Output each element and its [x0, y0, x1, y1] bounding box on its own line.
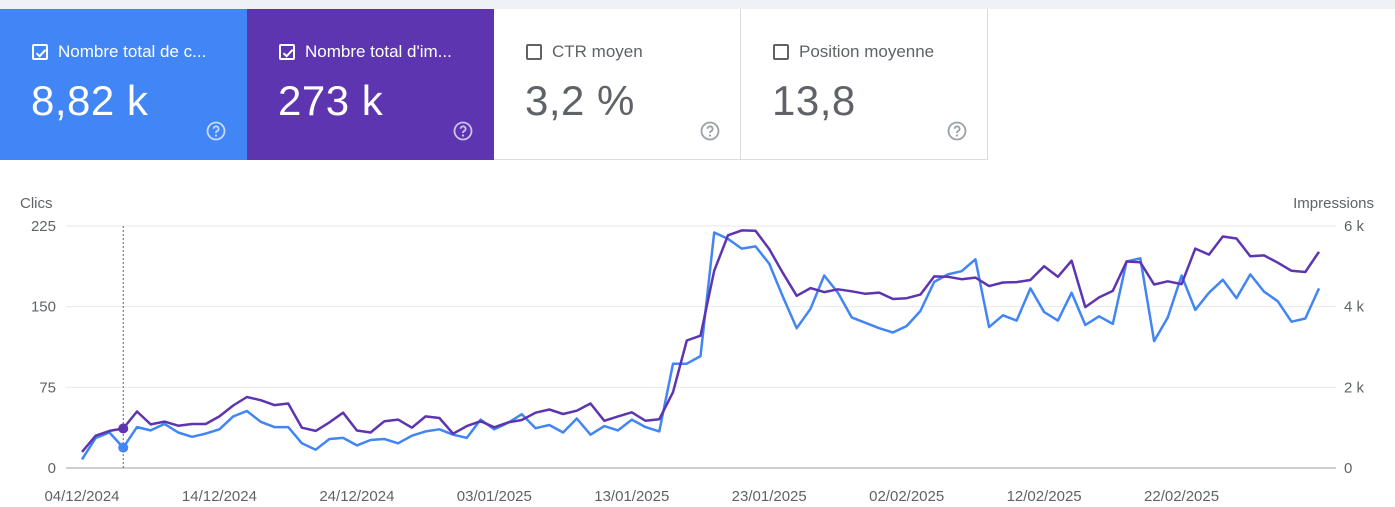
card-label: CTR moyen: [552, 42, 643, 61]
x-tick-label: 03/01/2025: [457, 488, 532, 502]
card-label: Nombre total d'im...: [305, 42, 452, 61]
right-tick-label: 2 k: [1344, 379, 1365, 396]
performance-chart[interactable]: Clics Impressions 225 150 75 0 6 k 4 k 2 k 0 0…: [0, 185, 1395, 505]
x-tick-label: 04/12/2024: [44, 488, 119, 502]
x-tick-label: 13/01/2025: [594, 488, 669, 502]
checkbox-checked-icon[interactable]: [279, 44, 295, 60]
impressions-line: [81, 229, 1321, 453]
card-label: Nombre total de c...: [58, 42, 207, 61]
chart-svg: Clics Impressions 225 150 75 0 6 k 4 k 2 k 0 0…: [20, 195, 1374, 505]
clicks-hover-point: [118, 442, 129, 453]
left-tick-label: 75: [39, 379, 56, 396]
right-axis-title: Impressions: [1293, 195, 1374, 212]
x-tick-label: 24/12/2024: [319, 488, 394, 502]
card-value: 273 k: [278, 77, 384, 124]
checkbox-checked-icon[interactable]: [32, 44, 48, 60]
checkbox-unchecked-icon[interactable]: [526, 44, 542, 60]
card-average-ctr[interactable]: CTR moyen 3,2 %: [494, 9, 741, 160]
card-average-position[interactable]: Position moyenne 13,8: [741, 9, 988, 160]
help-icon[interactable]: [206, 121, 226, 141]
card-total-impressions[interactable]: Nombre total d'im... 273 k: [247, 9, 494, 160]
card-value: 13,8: [772, 77, 856, 124]
metric-cards: Nombre total de c... 8,82 k Nombre total…: [0, 9, 988, 160]
help-icon[interactable]: [700, 121, 720, 141]
card-label: Position moyenne: [799, 42, 935, 61]
x-tick-labels: 04/12/2024 14/12/2024 24/12/2024 03/01/2025…: [44, 488, 1219, 505]
impressions-hover-point: [118, 423, 129, 434]
left-tick-label: 150: [31, 299, 56, 316]
card-value: 8,82 k: [31, 77, 149, 124]
x-tick-label: 23/01/2025: [732, 488, 807, 502]
clicks-line: [80, 231, 1321, 461]
right-tick-label: 0: [1344, 460, 1352, 477]
left-tick-label: 0: [48, 460, 56, 477]
right-tick-labels: 6 k 4 k 2 k 0: [1344, 218, 1365, 477]
right-tick-label: 6 k: [1344, 218, 1365, 235]
x-tick-label: 14/12/2024: [182, 488, 257, 502]
card-value: 3,2 %: [525, 77, 635, 124]
top-strip: [0, 0, 1395, 9]
x-tick-label: 22/02/2025: [1144, 488, 1219, 502]
help-icon[interactable]: [453, 121, 473, 141]
help-icon[interactable]: [947, 121, 967, 141]
card-total-clicks[interactable]: Nombre total de c... 8,82 k: [0, 9, 247, 160]
gridlines: [66, 225, 1336, 469]
x-tick-label: 12/02/2025: [1007, 488, 1082, 502]
checkbox-unchecked-icon[interactable]: [773, 44, 789, 60]
hover-points: [118, 423, 129, 453]
x-tick-label: 02/02/2025: [869, 488, 944, 502]
series-lines: [80, 229, 1321, 461]
left-axis-title: Clics: [20, 195, 53, 212]
left-tick-label: 225: [31, 218, 56, 235]
right-tick-label: 4 k: [1344, 299, 1365, 316]
left-tick-labels: 225 150 75 0: [31, 218, 56, 477]
